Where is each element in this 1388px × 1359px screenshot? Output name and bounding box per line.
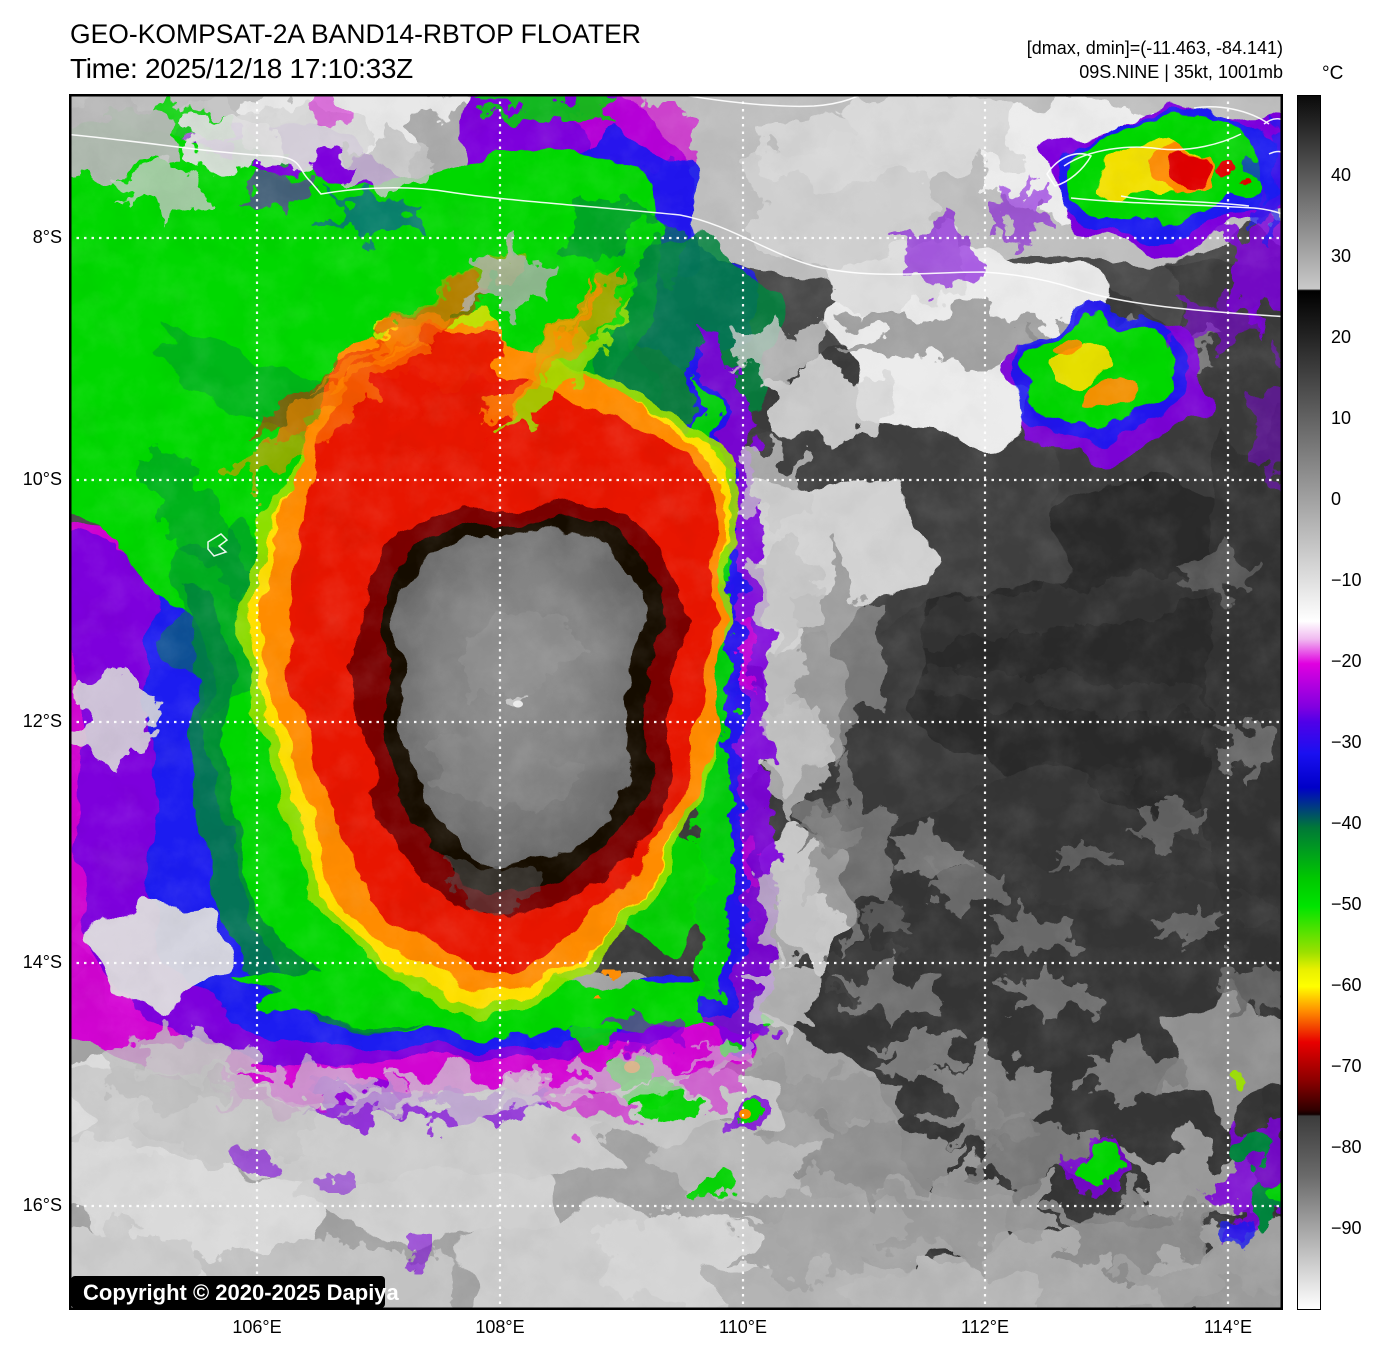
svg-text:Copyright © 2020-2025 Dapiya: Copyright © 2020-2025 Dapiya bbox=[83, 1280, 400, 1305]
